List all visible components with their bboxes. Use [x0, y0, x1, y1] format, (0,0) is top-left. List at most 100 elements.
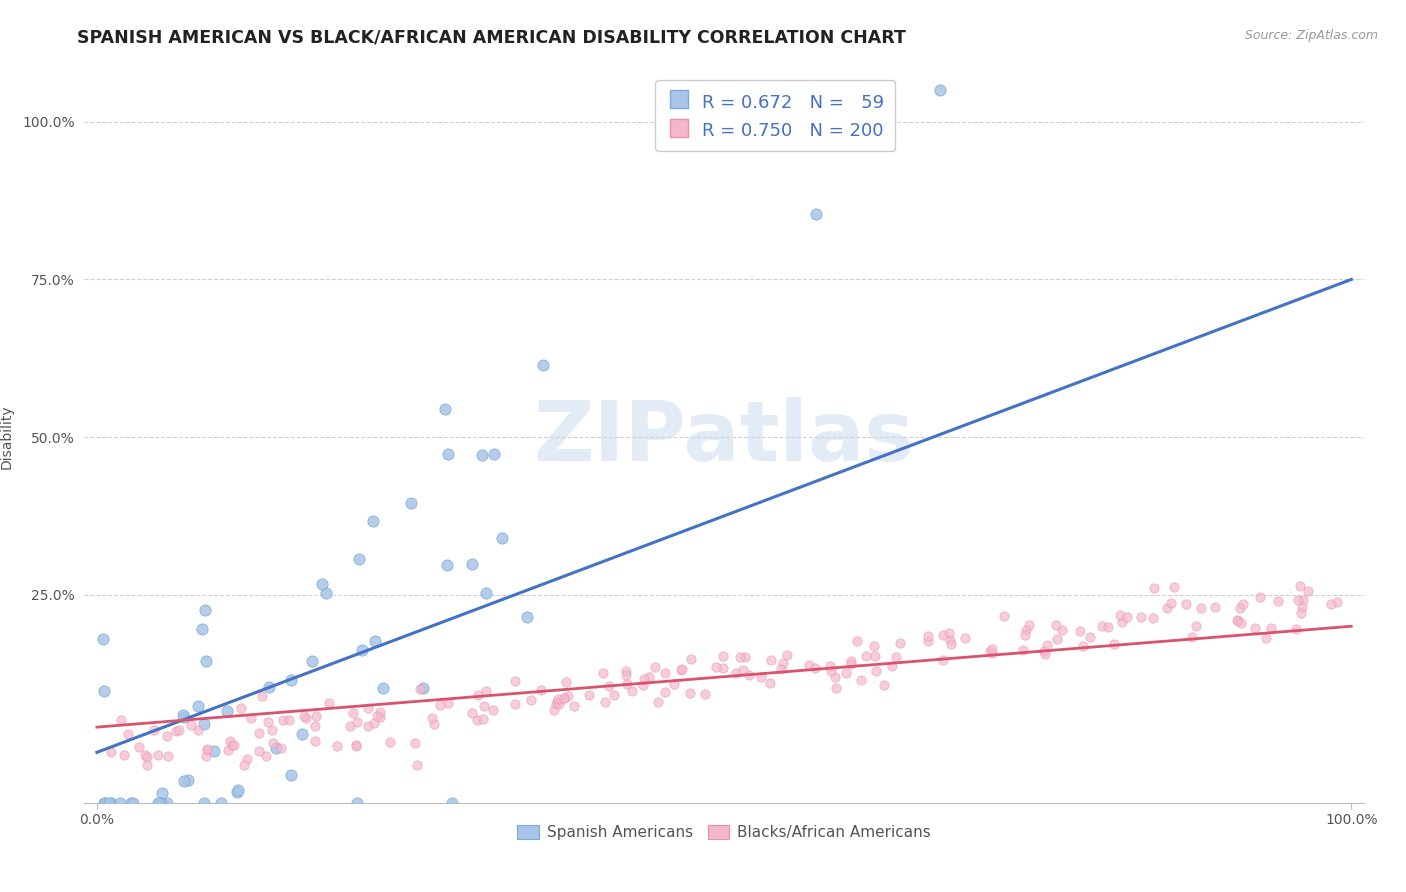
- Point: [543, 703, 565, 717]
- Point: [824, 681, 846, 696]
- Point: [1014, 628, 1036, 642]
- Point: [593, 694, 616, 708]
- Point: [278, 713, 301, 727]
- Point: [770, 662, 793, 676]
- Point: [257, 714, 280, 729]
- Point: [356, 719, 378, 733]
- Point: [547, 692, 569, 706]
- Point: [1326, 595, 1348, 609]
- Point: [112, 748, 135, 763]
- Point: [1090, 618, 1112, 632]
- Point: [420, 711, 443, 725]
- Point: [346, 796, 368, 810]
- Text: SPANISH AMERICAN VS BLACK/AFRICAN AMERICAN DISABILITY CORRELATION CHART: SPANISH AMERICAN VS BLACK/AFRICAN AMERIC…: [77, 29, 907, 46]
- Point: [149, 796, 172, 810]
- Point: [224, 739, 246, 753]
- Point: [839, 654, 862, 668]
- Point: [880, 659, 903, 673]
- Point: [1230, 615, 1253, 630]
- Point: [1286, 593, 1309, 607]
- Point: [108, 796, 131, 810]
- Point: [671, 662, 693, 676]
- Point: [1296, 583, 1319, 598]
- Point: [194, 655, 217, 669]
- Point: [733, 663, 755, 677]
- Point: [148, 796, 170, 810]
- Point: [368, 706, 391, 720]
- Point: [250, 689, 273, 703]
- Point: [1291, 600, 1313, 615]
- Point: [471, 712, 494, 726]
- Point: [136, 758, 159, 772]
- Point: [1160, 596, 1182, 610]
- Point: [503, 674, 526, 689]
- Point: [187, 699, 209, 714]
- Point: [315, 586, 337, 600]
- Point: [305, 708, 328, 723]
- Point: [953, 631, 976, 645]
- Point: [347, 551, 370, 566]
- Point: [884, 650, 907, 665]
- Point: [363, 716, 385, 731]
- Point: [1045, 618, 1067, 632]
- Point: [194, 749, 217, 764]
- Point: [979, 643, 1001, 657]
- Point: [759, 675, 782, 690]
- Point: [865, 664, 887, 678]
- Point: [156, 796, 179, 810]
- Point: [215, 704, 238, 718]
- Point: [603, 688, 626, 702]
- Point: [1012, 642, 1035, 657]
- Point: [728, 649, 751, 664]
- Point: [378, 735, 401, 749]
- Point: [713, 649, 735, 664]
- Point: [562, 699, 585, 714]
- Point: [352, 642, 374, 657]
- Point: [724, 665, 747, 680]
- Point: [294, 711, 316, 725]
- Point: [681, 651, 703, 665]
- Y-axis label: Disability: Disability: [0, 405, 14, 469]
- Point: [804, 207, 827, 221]
- Point: [917, 629, 939, 643]
- Point: [128, 739, 150, 754]
- Point: [233, 758, 256, 772]
- Point: [91, 632, 114, 646]
- Point: [423, 717, 446, 731]
- Point: [598, 679, 620, 693]
- Point: [1244, 621, 1267, 635]
- Point: [471, 448, 494, 462]
- Point: [616, 677, 638, 691]
- Point: [889, 636, 911, 650]
- Point: [1204, 600, 1226, 615]
- Point: [704, 660, 727, 674]
- Point: [247, 744, 270, 758]
- Point: [1102, 637, 1125, 651]
- Point: [711, 661, 734, 675]
- Point: [190, 622, 212, 636]
- Point: [803, 661, 825, 675]
- Point: [849, 673, 872, 687]
- Point: [325, 739, 347, 753]
- Point: [193, 717, 215, 731]
- Point: [177, 772, 200, 787]
- Point: [980, 646, 1002, 660]
- Point: [557, 689, 579, 703]
- Point: [631, 678, 654, 692]
- Point: [134, 747, 156, 762]
- Point: [1018, 618, 1040, 632]
- Point: [776, 648, 799, 663]
- Point: [533, 358, 555, 372]
- Point: [122, 796, 145, 810]
- Point: [149, 796, 172, 810]
- Point: [820, 664, 842, 678]
- Point: [939, 632, 962, 647]
- Point: [654, 685, 676, 699]
- Point: [1184, 619, 1206, 633]
- Point: [240, 711, 263, 725]
- Point: [1116, 609, 1139, 624]
- Point: [1071, 640, 1094, 654]
- Point: [614, 665, 637, 679]
- Point: [461, 706, 484, 721]
- Point: [1254, 631, 1277, 645]
